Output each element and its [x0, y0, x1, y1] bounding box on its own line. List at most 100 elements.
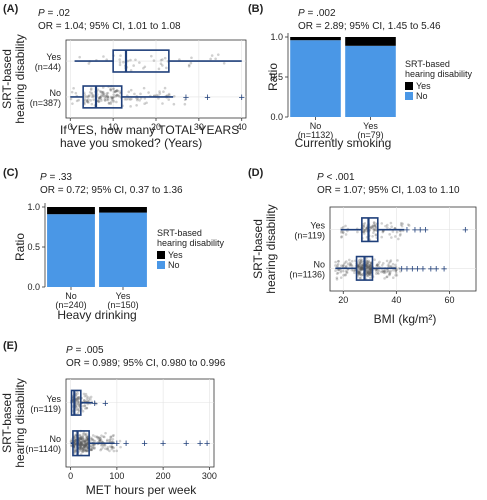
outlier-mark: + [462, 225, 468, 237]
data-point [74, 449, 77, 452]
data-point [118, 58, 122, 61]
data-point [138, 99, 141, 102]
data-point [372, 231, 375, 235]
y-axis-label: hearing disability [13, 34, 27, 123]
data-point [79, 441, 83, 445]
data-point [374, 233, 378, 237]
data-point [85, 449, 89, 452]
data-point [372, 221, 376, 224]
data-point [105, 438, 109, 442]
data-point [112, 434, 115, 437]
data-point [73, 440, 76, 443]
data-point [129, 58, 132, 62]
data-point [85, 441, 89, 445]
data-point [113, 90, 117, 94]
data-point [77, 98, 80, 102]
x-tick-label: 40 [237, 122, 247, 132]
data-point [109, 89, 113, 92]
data-point [107, 102, 111, 105]
data-point [85, 437, 89, 440]
data-point [109, 87, 112, 91]
data-point [394, 263, 397, 267]
data-point [158, 90, 161, 93]
data-point [358, 267, 361, 271]
data-point [80, 446, 83, 450]
data-point [389, 269, 393, 273]
data-point [91, 443, 95, 447]
data-point [84, 446, 87, 450]
outlier-mark: + [409, 263, 415, 275]
data-point [388, 273, 391, 277]
data-point [340, 235, 344, 238]
data-point [101, 443, 105, 447]
data-point [377, 272, 380, 275]
data-point [390, 225, 393, 229]
outlier-mark: + [204, 92, 210, 104]
category-label: No [310, 121, 322, 131]
data-point [389, 221, 393, 225]
data-point [93, 439, 97, 443]
data-point [368, 264, 372, 268]
data-point [369, 265, 372, 269]
data-point [99, 95, 102, 99]
data-point [96, 88, 100, 91]
data-point [369, 263, 373, 266]
data-point [87, 94, 91, 97]
data-point [82, 392, 86, 396]
data-point [361, 267, 365, 270]
data-point [366, 261, 370, 265]
data-point [361, 268, 364, 271]
outlier-mark: + [441, 263, 447, 275]
data-point [368, 267, 372, 271]
data-point [78, 445, 81, 449]
data-point [84, 443, 88, 447]
data-point [85, 397, 89, 401]
data-point [357, 258, 361, 262]
data-point [89, 87, 93, 90]
box [361, 217, 379, 243]
data-point [106, 98, 110, 102]
data-point [147, 91, 150, 94]
data-point [118, 63, 122, 67]
data-point [77, 395, 81, 399]
data-point [363, 228, 367, 232]
data-point [81, 438, 85, 441]
data-point [90, 448, 94, 452]
y-axis-label: Ratio [266, 63, 280, 91]
data-point [89, 99, 93, 102]
data-point [86, 100, 89, 103]
data-point [178, 58, 181, 61]
data-point [357, 266, 361, 269]
data-point [360, 266, 364, 270]
outlier-mark: + [420, 263, 426, 275]
data-point [93, 401, 97, 405]
data-point [85, 445, 88, 448]
data-point [89, 444, 93, 447]
data-point [366, 261, 370, 264]
data-point [359, 265, 363, 269]
data-point [358, 262, 362, 265]
data-point [391, 230, 395, 233]
data-point [389, 259, 393, 262]
data-point [82, 445, 85, 449]
data-point [99, 436, 102, 440]
data-point [382, 269, 385, 273]
data-point [382, 271, 385, 274]
data-point [387, 264, 391, 268]
data-point [368, 270, 372, 274]
data-point [163, 56, 167, 60]
data-point [84, 448, 88, 452]
data-point [102, 435, 106, 439]
data-point [358, 276, 362, 280]
data-point [110, 445, 114, 449]
data-point [366, 271, 370, 275]
data-point [79, 436, 82, 440]
x-tick-label: 10 [108, 122, 118, 132]
data-point [86, 436, 89, 440]
data-point [376, 263, 379, 267]
data-point [372, 229, 376, 233]
data-point [83, 444, 87, 447]
data-point [357, 271, 361, 275]
data-point [106, 95, 110, 98]
outlier-mark: + [183, 92, 189, 104]
